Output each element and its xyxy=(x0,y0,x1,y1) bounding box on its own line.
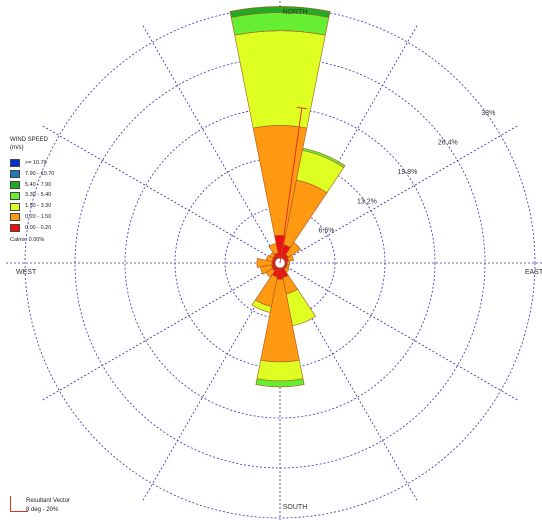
chart-labels: NORTH SOUTH EAST WEST 6.6% 13.2% 19.8% 26.4% 33% xyxy=(16,9,542,511)
petal-67.5-bin-1 xyxy=(286,254,295,262)
direction-label-west: WEST xyxy=(16,269,37,276)
legend-swatch xyxy=(10,159,20,168)
legend-title: WIND SPEED xyxy=(10,137,49,143)
grid-spoke-330 xyxy=(142,24,281,264)
resultant-vector-icon xyxy=(10,496,28,512)
grid-ring-3 xyxy=(124,107,436,419)
legend-entry-label: 3.30 - 5.40 xyxy=(25,192,52,199)
petal-0-bin-4 xyxy=(229,6,331,18)
resultant-vector-cap xyxy=(296,106,307,110)
ring-label-3: 19.8% xyxy=(397,169,417,176)
legend-swatch xyxy=(10,170,20,179)
legend-entry: 0.20 - 1.50 xyxy=(10,212,100,223)
legend-entry: >= 10.70 xyxy=(10,158,100,169)
legend-swatch xyxy=(10,224,20,233)
grid-spoke-60 xyxy=(279,125,519,264)
petal-180-bin-3 xyxy=(255,378,305,388)
ring-label-4: 26.4% xyxy=(438,140,458,147)
grid-spoke-300 xyxy=(41,125,281,264)
resultant-vector-line xyxy=(279,107,303,264)
legend-entry: 1.50 - 3.30 xyxy=(10,201,100,212)
petal-292.5-bin-1 xyxy=(265,254,274,262)
petal-45-bin-1 xyxy=(285,242,301,258)
petal-22.5-bin-3 xyxy=(302,147,346,168)
grid-spoke-120 xyxy=(279,262,519,401)
petal-337.5-bin-1 xyxy=(268,242,279,255)
legend-unit: (m/s) xyxy=(10,144,24,151)
petal-180-bin-2 xyxy=(256,359,304,382)
legend-entry-label: 1.50 - 3.30 xyxy=(25,203,52,210)
legend-entry-label: 7.90 - 10.70 xyxy=(25,170,55,177)
grid-ring-1 xyxy=(224,207,336,319)
legend-entry-label: >= 10.70 xyxy=(25,159,47,166)
legend-calms: Calms: 0.00% xyxy=(10,236,45,243)
legend-entry-label: 0.00 - 0.20 xyxy=(25,224,52,231)
legend-swatch xyxy=(10,202,20,211)
ring-label-2: 13.2% xyxy=(357,198,377,205)
legend: WIND SPEED (m/s) >= 10.70 7.90 - 10.70 5.4… xyxy=(10,137,100,243)
direction-label-north: NORTH xyxy=(283,9,308,16)
legend-swatch xyxy=(10,213,20,222)
legend-entry-label: 0.20 - 1.50 xyxy=(25,213,52,220)
ring-label-1: 6.6% xyxy=(319,228,335,235)
direction-label-south: SOUTH xyxy=(283,504,308,511)
direction-label-east: EAST xyxy=(525,269,542,276)
petal-202.5-bin-2 xyxy=(251,299,272,313)
legend-swatch xyxy=(10,191,20,200)
legend-entry: 0.00 - 0.20 xyxy=(10,223,100,234)
legend-entry: 3.30 - 5.40 xyxy=(10,190,100,201)
legend-entries: >= 10.70 7.90 - 10.70 5.40 - 7.90 3.30 - 5.… xyxy=(10,158,100,234)
legend-entry: 5.40 - 7.90 xyxy=(10,180,100,191)
wind-petals xyxy=(229,6,346,388)
petal-0-bin-2 xyxy=(234,30,326,129)
legend-entry-label: 5.40 - 7.90 xyxy=(25,181,52,188)
resultant-vector-title: Resultant Vector xyxy=(26,498,71,504)
grid-spoke-240 xyxy=(41,262,281,401)
legend-swatch xyxy=(10,180,20,189)
legend-entry: 7.90 - 10.70 xyxy=(10,169,100,180)
ring-label-5: 33% xyxy=(481,110,495,117)
resultant-vector-value: 8 deg - 20% xyxy=(26,507,59,513)
